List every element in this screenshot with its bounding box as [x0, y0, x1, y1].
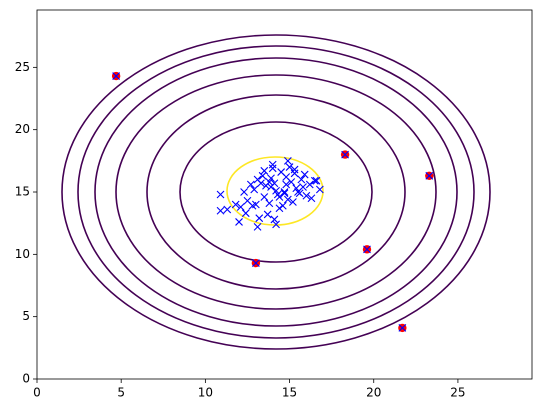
contours [61, 34, 491, 350]
point [285, 163, 294, 171]
point [255, 214, 264, 223]
point [258, 171, 267, 180]
plot-frame [36, 9, 533, 380]
point [278, 201, 287, 210]
point [223, 205, 232, 214]
y-tick-label: 25 [15, 60, 30, 74]
point [257, 179, 265, 188]
point [272, 220, 280, 229]
point [280, 189, 289, 198]
x-tick-label: 20 [366, 386, 381, 400]
point [425, 171, 434, 180]
contour-line [61, 34, 491, 350]
point [251, 200, 260, 209]
y-tick-label: 10 [15, 247, 30, 261]
point [315, 185, 324, 194]
contour-line [146, 94, 406, 290]
point [268, 164, 277, 173]
point [363, 245, 371, 254]
point [241, 209, 250, 218]
point [250, 185, 259, 194]
point [305, 180, 314, 189]
point [307, 194, 316, 203]
point [312, 176, 321, 185]
point [270, 179, 279, 188]
point [260, 166, 269, 175]
y-tick-label: 5 [22, 309, 30, 323]
x-tick-label: 15 [282, 386, 297, 400]
point [398, 324, 407, 332]
x-tick-label: 0 [33, 386, 41, 400]
point [341, 150, 350, 159]
point [289, 198, 297, 206]
point [275, 204, 284, 213]
y-tick-label: 15 [15, 185, 30, 199]
point [310, 176, 319, 185]
point [265, 199, 274, 208]
point [260, 193, 269, 201]
point [282, 180, 291, 189]
point [251, 259, 260, 267]
point [216, 190, 225, 199]
point [302, 191, 311, 200]
point [300, 170, 309, 179]
point [235, 218, 243, 226]
point [297, 175, 306, 184]
contour-line [115, 74, 437, 310]
point [290, 169, 299, 178]
point [253, 223, 262, 231]
x-tick-label: 10 [198, 386, 213, 400]
point [265, 178, 274, 186]
point [243, 196, 252, 205]
point [283, 156, 292, 165]
point [299, 183, 307, 191]
point [283, 195, 292, 204]
contour-line [77, 45, 475, 339]
point [263, 210, 272, 219]
x-tick-label: 5 [117, 386, 125, 400]
point [246, 180, 255, 189]
point [270, 215, 279, 224]
point [216, 206, 225, 215]
point [268, 160, 277, 169]
point [277, 168, 286, 176]
point [290, 165, 299, 174]
y-tick-label: 0 [22, 372, 30, 386]
contour-line [179, 121, 373, 263]
point [231, 200, 240, 209]
x-tick-label: 25 [450, 386, 465, 400]
point [236, 203, 245, 211]
point [240, 188, 248, 196]
point [112, 72, 121, 80]
y-tick-label: 20 [15, 122, 30, 136]
contour-line [94, 57, 458, 327]
point [275, 193, 284, 201]
